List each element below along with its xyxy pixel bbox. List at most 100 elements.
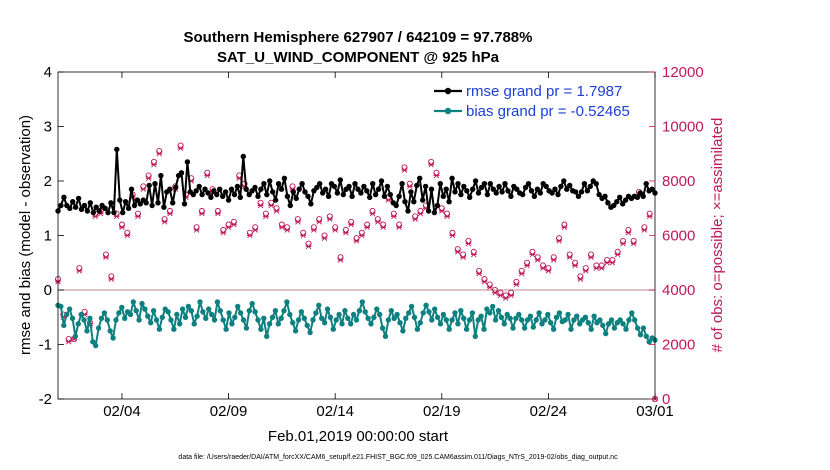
x-axis-label: Feb.01,2019 00:00:00 start — [268, 428, 449, 445]
legend-rmse-marker — [444, 87, 452, 95]
obs-possible-point — [166, 207, 173, 215]
bias-point — [434, 314, 441, 320]
rmse-point — [422, 183, 429, 190]
bias-point — [287, 311, 293, 318]
bias-point — [365, 315, 371, 321]
rmse-point — [340, 191, 346, 198]
obs-assimilated-point — [273, 208, 280, 214]
bias-point — [443, 317, 449, 323]
rmse-point — [228, 186, 235, 192]
bias-point — [408, 303, 415, 310]
obs-assimilated-point — [321, 235, 328, 241]
rmse-point — [275, 181, 282, 187]
obs-assimilated-point — [609, 260, 616, 266]
obs-possible-point — [294, 216, 301, 223]
bias-point — [527, 313, 534, 319]
rmse-point — [105, 209, 111, 216]
obs-assimilated-point — [369, 210, 376, 217]
obs-assimilated-point — [550, 257, 557, 263]
obs-possible-point — [273, 205, 280, 212]
rmse-point — [596, 191, 602, 198]
obs-assimilated-point — [353, 238, 360, 244]
rmse-point — [520, 191, 526, 198]
bias-point — [423, 302, 429, 308]
obs-possible-point — [454, 246, 461, 253]
rmse-point — [425, 208, 432, 214]
obs-assimilated-point — [401, 167, 408, 173]
obs-possible-point — [470, 248, 477, 255]
obs-possible-point — [337, 254, 344, 261]
obs-possible-point — [220, 226, 227, 234]
obs-possible-point — [316, 216, 323, 223]
bias-point — [617, 317, 623, 323]
bias-point — [516, 311, 522, 318]
obs-possible-point — [406, 180, 413, 187]
rmse-point — [155, 200, 161, 206]
rmse-point — [611, 202, 617, 209]
rmse-point — [217, 186, 223, 192]
bias-point — [603, 330, 609, 337]
obs-assimilated-point — [140, 186, 147, 192]
bias-point — [458, 308, 464, 314]
rmse-point — [564, 186, 570, 192]
obs-possible-point — [102, 251, 110, 258]
bias-point — [179, 306, 186, 312]
bias-point — [440, 311, 447, 318]
rmse-point — [640, 193, 646, 199]
bias-point — [235, 303, 241, 310]
bias-point — [220, 317, 226, 323]
rmse-point — [299, 181, 305, 187]
bias-point — [510, 325, 516, 331]
bias-point — [356, 308, 363, 314]
obs-assimilated-point — [417, 210, 424, 217]
rmse-point — [290, 189, 296, 195]
rmse-point — [296, 186, 302, 192]
rmse-point — [314, 184, 320, 191]
obs-possible-point — [177, 142, 184, 149]
bias-point — [185, 303, 192, 310]
obs-assimilated-point — [252, 227, 259, 233]
bias-point — [371, 314, 377, 320]
obs-possible-point — [577, 273, 584, 280]
bias-point — [58, 303, 64, 310]
y-axis-label: rmse and bias (model - observation) — [17, 115, 34, 355]
obs-possible-point — [449, 229, 456, 236]
bias-point — [379, 325, 386, 331]
bias-point — [295, 317, 302, 323]
rmse-point — [149, 202, 155, 209]
rmse-point — [455, 181, 461, 187]
bias-point — [229, 321, 235, 327]
rmse-point — [322, 186, 329, 192]
bias-point — [643, 333, 649, 339]
y-tick-label: 1 — [44, 228, 52, 245]
bias-point — [278, 315, 284, 321]
obs-assimilated-point — [630, 240, 637, 247]
rmse-point — [211, 188, 217, 194]
obs-assimilated-point — [508, 292, 514, 299]
bias-point — [130, 299, 136, 305]
bias-point — [69, 315, 76, 321]
obs-assimilated-point — [380, 224, 387, 231]
bias-point — [429, 317, 435, 323]
bias-point — [385, 317, 392, 323]
bias-point — [261, 315, 267, 321]
rmse-point — [558, 183, 564, 190]
obs-assimilated-point — [433, 172, 440, 179]
rmse-point — [514, 186, 520, 192]
obs-assimilated-point — [358, 232, 365, 239]
bias-point — [417, 320, 423, 326]
obs-assimilated-point — [534, 257, 541, 263]
bias-point — [550, 326, 557, 332]
obs-possible-point — [502, 292, 509, 299]
bias-point — [150, 308, 157, 314]
x-tick-label: 02/09 — [210, 403, 248, 420]
obs-possible-point — [305, 240, 312, 247]
obs-assimilated-point — [540, 265, 546, 271]
obs-possible-point — [401, 164, 408, 171]
y-right-tick-label: 0 — [662, 391, 670, 408]
obs-assimilated-point — [145, 175, 152, 181]
bias-point — [568, 326, 574, 332]
bias-point — [382, 333, 389, 339]
footnote: data file: /Users/raeder/DAI/ATM_forcXX/… — [178, 454, 618, 461]
obs-possible-point — [646, 210, 653, 217]
